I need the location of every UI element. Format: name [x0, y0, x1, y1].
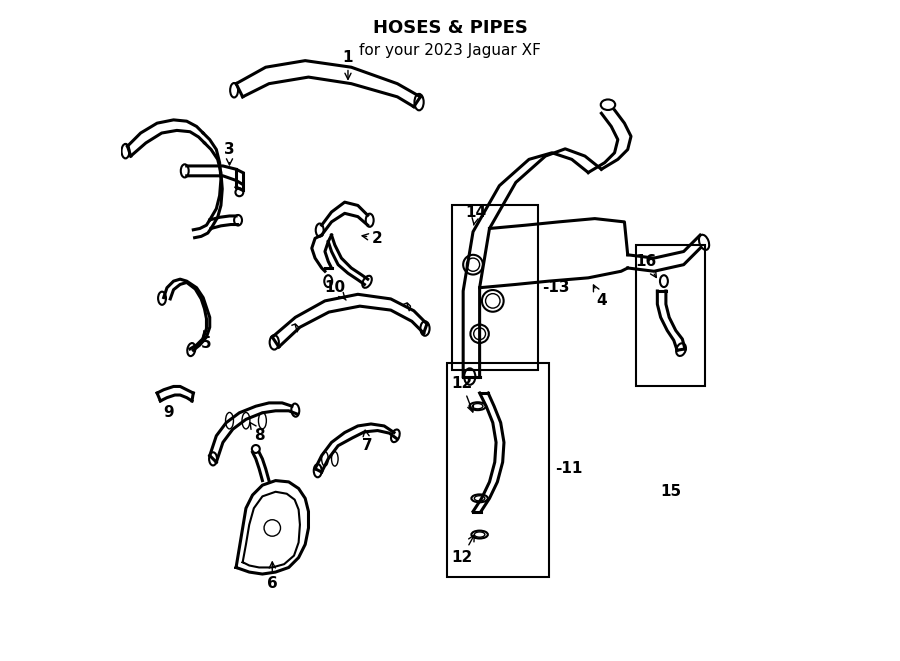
Bar: [452, 206, 537, 370]
Ellipse shape: [187, 343, 195, 356]
Bar: [446, 364, 549, 577]
Ellipse shape: [699, 235, 709, 250]
Ellipse shape: [270, 335, 279, 350]
Ellipse shape: [234, 215, 242, 225]
Text: 12: 12: [451, 375, 473, 412]
Text: 8: 8: [250, 422, 265, 444]
Ellipse shape: [122, 144, 130, 159]
Ellipse shape: [314, 464, 321, 477]
Ellipse shape: [181, 165, 189, 177]
Ellipse shape: [316, 223, 324, 237]
Text: 3: 3: [224, 142, 235, 165]
Ellipse shape: [158, 292, 166, 305]
Ellipse shape: [415, 94, 424, 110]
Text: 1: 1: [343, 50, 353, 79]
Text: HOSES & PIPES: HOSES & PIPES: [373, 19, 527, 37]
Ellipse shape: [676, 343, 686, 356]
Ellipse shape: [236, 188, 243, 196]
Ellipse shape: [464, 368, 475, 385]
Text: -11: -11: [555, 461, 582, 476]
Text: for your 2023 Jaguar XF: for your 2023 Jaguar XF: [359, 43, 541, 58]
Text: 5: 5: [201, 330, 212, 351]
Text: -13: -13: [542, 280, 570, 295]
Ellipse shape: [230, 83, 238, 97]
Ellipse shape: [600, 99, 616, 110]
Ellipse shape: [292, 404, 300, 416]
Text: 9: 9: [163, 405, 174, 420]
Ellipse shape: [209, 452, 217, 465]
Text: 14: 14: [466, 204, 487, 225]
Text: 15: 15: [660, 485, 681, 499]
Bar: [635, 245, 705, 387]
Ellipse shape: [363, 276, 372, 288]
Text: 16: 16: [635, 254, 657, 278]
Text: 4: 4: [593, 285, 607, 309]
Ellipse shape: [660, 275, 668, 287]
Ellipse shape: [365, 214, 374, 227]
Ellipse shape: [252, 445, 260, 453]
Text: 6: 6: [267, 562, 278, 592]
Ellipse shape: [324, 275, 332, 287]
Text: 12: 12: [451, 535, 474, 565]
Text: 10: 10: [324, 280, 346, 300]
Text: 2: 2: [362, 231, 383, 246]
Ellipse shape: [391, 430, 400, 442]
Ellipse shape: [420, 321, 429, 336]
Text: 7: 7: [363, 430, 373, 453]
